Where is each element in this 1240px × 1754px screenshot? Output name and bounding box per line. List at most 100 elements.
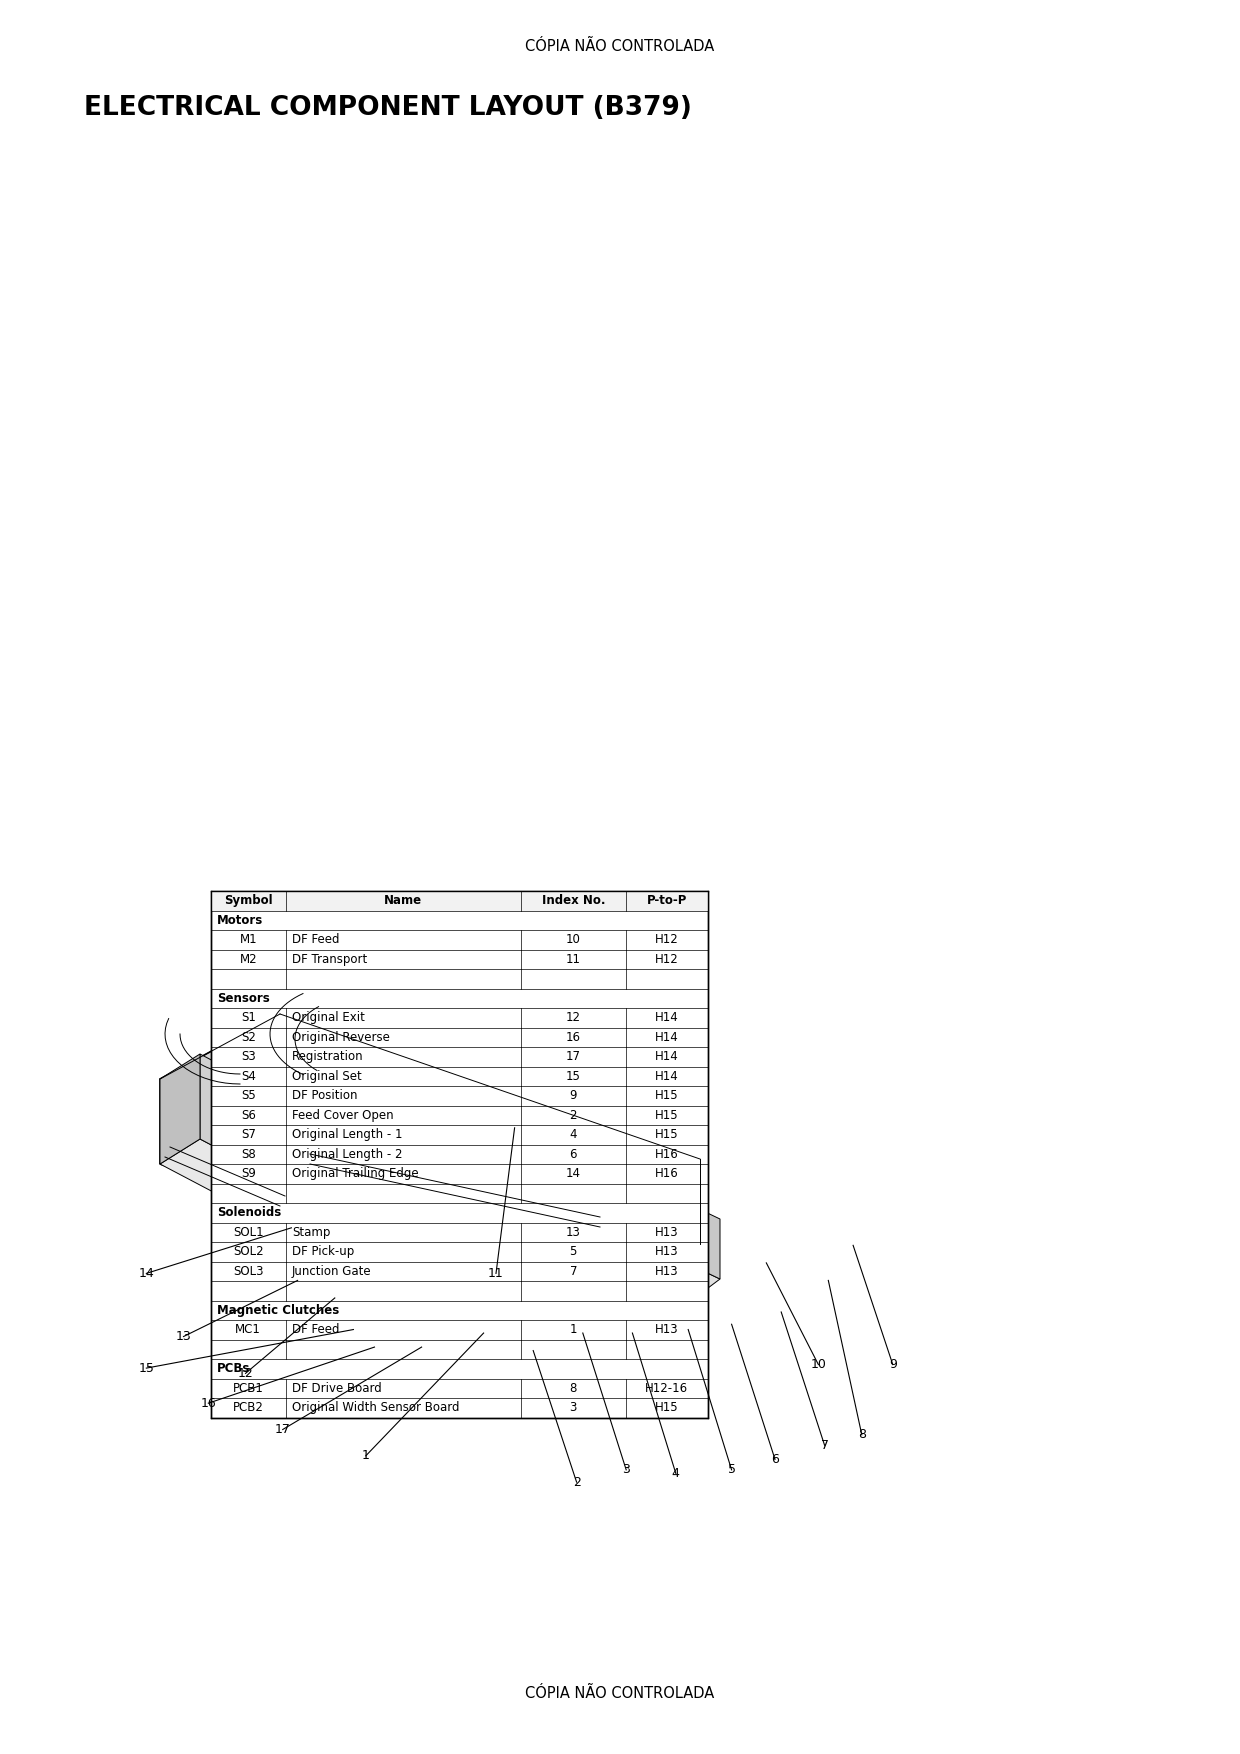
Text: S7: S7 xyxy=(241,1128,255,1142)
Text: 8: 8 xyxy=(569,1382,577,1394)
Text: 16: 16 xyxy=(201,1396,216,1410)
Text: P-to-P: P-to-P xyxy=(646,895,687,907)
Text: Symbol: Symbol xyxy=(224,895,273,907)
Text: 7: 7 xyxy=(569,1265,577,1277)
Text: H12-16: H12-16 xyxy=(645,1382,688,1394)
Text: H14: H14 xyxy=(655,1051,678,1063)
Text: 1: 1 xyxy=(362,1449,370,1463)
Text: H16: H16 xyxy=(655,1147,678,1161)
Text: 16: 16 xyxy=(565,1031,580,1044)
Text: Original Width Sensor Board: Original Width Sensor Board xyxy=(291,1401,459,1414)
Polygon shape xyxy=(420,1201,440,1217)
FancyBboxPatch shape xyxy=(303,1177,317,1187)
Polygon shape xyxy=(381,1191,409,1209)
Polygon shape xyxy=(533,1217,547,1230)
Text: 15: 15 xyxy=(565,1070,580,1082)
FancyBboxPatch shape xyxy=(286,1168,304,1180)
Text: H15: H15 xyxy=(655,1109,678,1123)
Text: 10: 10 xyxy=(811,1358,826,1372)
FancyBboxPatch shape xyxy=(264,1151,286,1165)
Text: S5: S5 xyxy=(241,1089,255,1102)
Text: M2: M2 xyxy=(239,952,257,966)
Text: S4: S4 xyxy=(241,1070,255,1082)
Text: 11: 11 xyxy=(489,1266,503,1280)
Text: 4: 4 xyxy=(569,1128,577,1142)
FancyBboxPatch shape xyxy=(277,1138,293,1149)
Text: 6: 6 xyxy=(771,1452,779,1466)
Text: 3: 3 xyxy=(569,1401,577,1414)
Text: 4: 4 xyxy=(672,1466,680,1480)
Polygon shape xyxy=(639,1221,660,1238)
Bar xyxy=(211,891,708,1417)
Text: SOL1: SOL1 xyxy=(233,1226,264,1238)
FancyBboxPatch shape xyxy=(241,1144,259,1154)
Text: PCBs: PCBs xyxy=(217,1363,250,1375)
Text: M1: M1 xyxy=(239,933,257,945)
Text: Registration: Registration xyxy=(291,1051,363,1063)
Text: 2: 2 xyxy=(573,1475,580,1489)
Polygon shape xyxy=(521,1228,539,1242)
Text: S3: S3 xyxy=(241,1051,255,1063)
Text: DF Transport: DF Transport xyxy=(291,952,367,966)
Text: MC1: MC1 xyxy=(236,1323,262,1337)
Text: DF Feed: DF Feed xyxy=(291,933,340,945)
Polygon shape xyxy=(639,1180,720,1279)
FancyBboxPatch shape xyxy=(330,1187,350,1201)
Text: DF Feed: DF Feed xyxy=(291,1323,340,1337)
Text: Magnetic Clutches: Magnetic Clutches xyxy=(217,1303,339,1317)
Text: H15: H15 xyxy=(655,1401,678,1414)
Text: H12: H12 xyxy=(655,933,678,945)
Text: Feed Cover Open: Feed Cover Open xyxy=(291,1109,393,1123)
Text: Original Set: Original Set xyxy=(291,1070,362,1082)
Text: CÓPIA NÃO CONTROLADA: CÓPIA NÃO CONTROLADA xyxy=(526,1686,714,1701)
FancyBboxPatch shape xyxy=(352,1196,368,1209)
Text: 11: 11 xyxy=(565,952,580,966)
Text: 10: 10 xyxy=(565,933,580,945)
Text: Motors: Motors xyxy=(217,914,263,926)
Polygon shape xyxy=(668,1228,689,1247)
Text: 12: 12 xyxy=(238,1366,253,1380)
Text: PCB2: PCB2 xyxy=(233,1401,264,1414)
Text: H14: H14 xyxy=(655,1012,678,1024)
Polygon shape xyxy=(567,1240,583,1254)
Polygon shape xyxy=(580,1159,701,1308)
Text: 13: 13 xyxy=(176,1330,191,1344)
Text: 9: 9 xyxy=(889,1358,897,1372)
Text: 2: 2 xyxy=(569,1109,577,1123)
Polygon shape xyxy=(489,1221,511,1237)
Polygon shape xyxy=(280,1014,701,1244)
Text: Name: Name xyxy=(384,895,423,907)
Text: 5: 5 xyxy=(569,1245,577,1258)
Text: 7: 7 xyxy=(821,1438,828,1452)
Polygon shape xyxy=(350,1170,590,1244)
Text: H16: H16 xyxy=(655,1166,678,1180)
Text: 15: 15 xyxy=(139,1361,154,1375)
Polygon shape xyxy=(503,1209,517,1221)
Text: H15: H15 xyxy=(655,1128,678,1142)
Text: DF Position: DF Position xyxy=(291,1089,357,1102)
Text: Original Length - 1: Original Length - 1 xyxy=(291,1128,402,1142)
Text: PCB1: PCB1 xyxy=(233,1382,264,1394)
Text: 17: 17 xyxy=(275,1422,290,1437)
Text: H12: H12 xyxy=(655,952,678,966)
Text: 12: 12 xyxy=(565,1012,580,1024)
Text: S8: S8 xyxy=(241,1147,255,1161)
Text: 14: 14 xyxy=(139,1266,154,1280)
Text: CÓPIA NÃO CONTROLADA: CÓPIA NÃO CONTROLADA xyxy=(526,39,714,54)
Text: Index No.: Index No. xyxy=(542,895,605,907)
Text: Junction Gate: Junction Gate xyxy=(291,1265,372,1277)
Text: H13: H13 xyxy=(655,1226,678,1238)
Text: Stamp: Stamp xyxy=(291,1226,330,1238)
Text: 3: 3 xyxy=(622,1463,630,1477)
Text: DF Drive Board: DF Drive Board xyxy=(291,1382,382,1394)
Text: H15: H15 xyxy=(655,1089,678,1102)
Text: S1: S1 xyxy=(241,1012,255,1024)
Text: Original Exit: Original Exit xyxy=(291,1012,365,1024)
Text: Original Trailing Edge: Original Trailing Edge xyxy=(291,1166,418,1180)
Polygon shape xyxy=(200,1054,295,1189)
Text: S6: S6 xyxy=(241,1109,255,1123)
Text: H14: H14 xyxy=(655,1070,678,1082)
Text: 8: 8 xyxy=(858,1428,866,1442)
Polygon shape xyxy=(456,1212,474,1228)
Text: Sensors: Sensors xyxy=(217,991,269,1005)
